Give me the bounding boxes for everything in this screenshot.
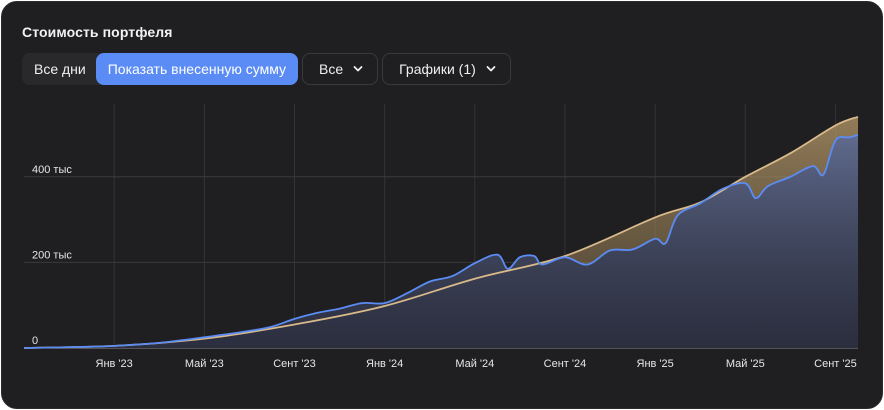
chart-lines (23, 115, 859, 349)
x-tick-label: Сент '25 (814, 358, 857, 370)
x-tick-label: Май '25 (726, 358, 765, 370)
chevron-down-icon (486, 66, 496, 72)
show-invested-button[interactable]: Показать внесенную сумму (95, 53, 298, 85)
chevron-down-icon (353, 66, 363, 72)
charts-dropdown-label: Графики (1) (399, 61, 476, 77)
mode-toggle: Все дни Показать внесенную сумму (22, 53, 298, 85)
x-tick-label: Янв '24 (366, 358, 403, 370)
x-tick-label: Сент '23 (273, 358, 316, 370)
x-tick-label: Янв '25 (637, 358, 674, 370)
x-axis-ticks: Янв '23 Май '23 Сент '23 Янв '24 Май '24 Сент… (96, 358, 857, 370)
y-tick-label: 400 тыс (32, 164, 72, 176)
invested-line (23, 115, 859, 349)
x-tick-label: Сент '24 (544, 358, 587, 370)
filter-dropdown-label: Все (318, 61, 344, 77)
all-days-button[interactable]: Все дни (22, 53, 96, 85)
y-tick-label: 0 (32, 335, 38, 347)
y-axis-ticks: 0 200 тыс 400 тыс (32, 164, 72, 347)
charts-dropdown[interactable]: Графики (1) (382, 53, 511, 85)
toolbar: Все дни Показать внесенную сумму Все Гра… (22, 53, 511, 85)
portfolio-area (24, 134, 858, 348)
x-tick-label: Май '24 (455, 358, 494, 370)
portfolio-line (23, 133, 859, 349)
y-tick-label: 200 тыс (32, 249, 72, 261)
chart-areas (24, 116, 858, 348)
x-tick-label: Май '23 (185, 358, 224, 370)
card-title: Стоимость портфеля (22, 24, 173, 40)
filter-dropdown[interactable]: Все (301, 53, 379, 85)
x-tick-label: Янв '23 (96, 358, 133, 370)
